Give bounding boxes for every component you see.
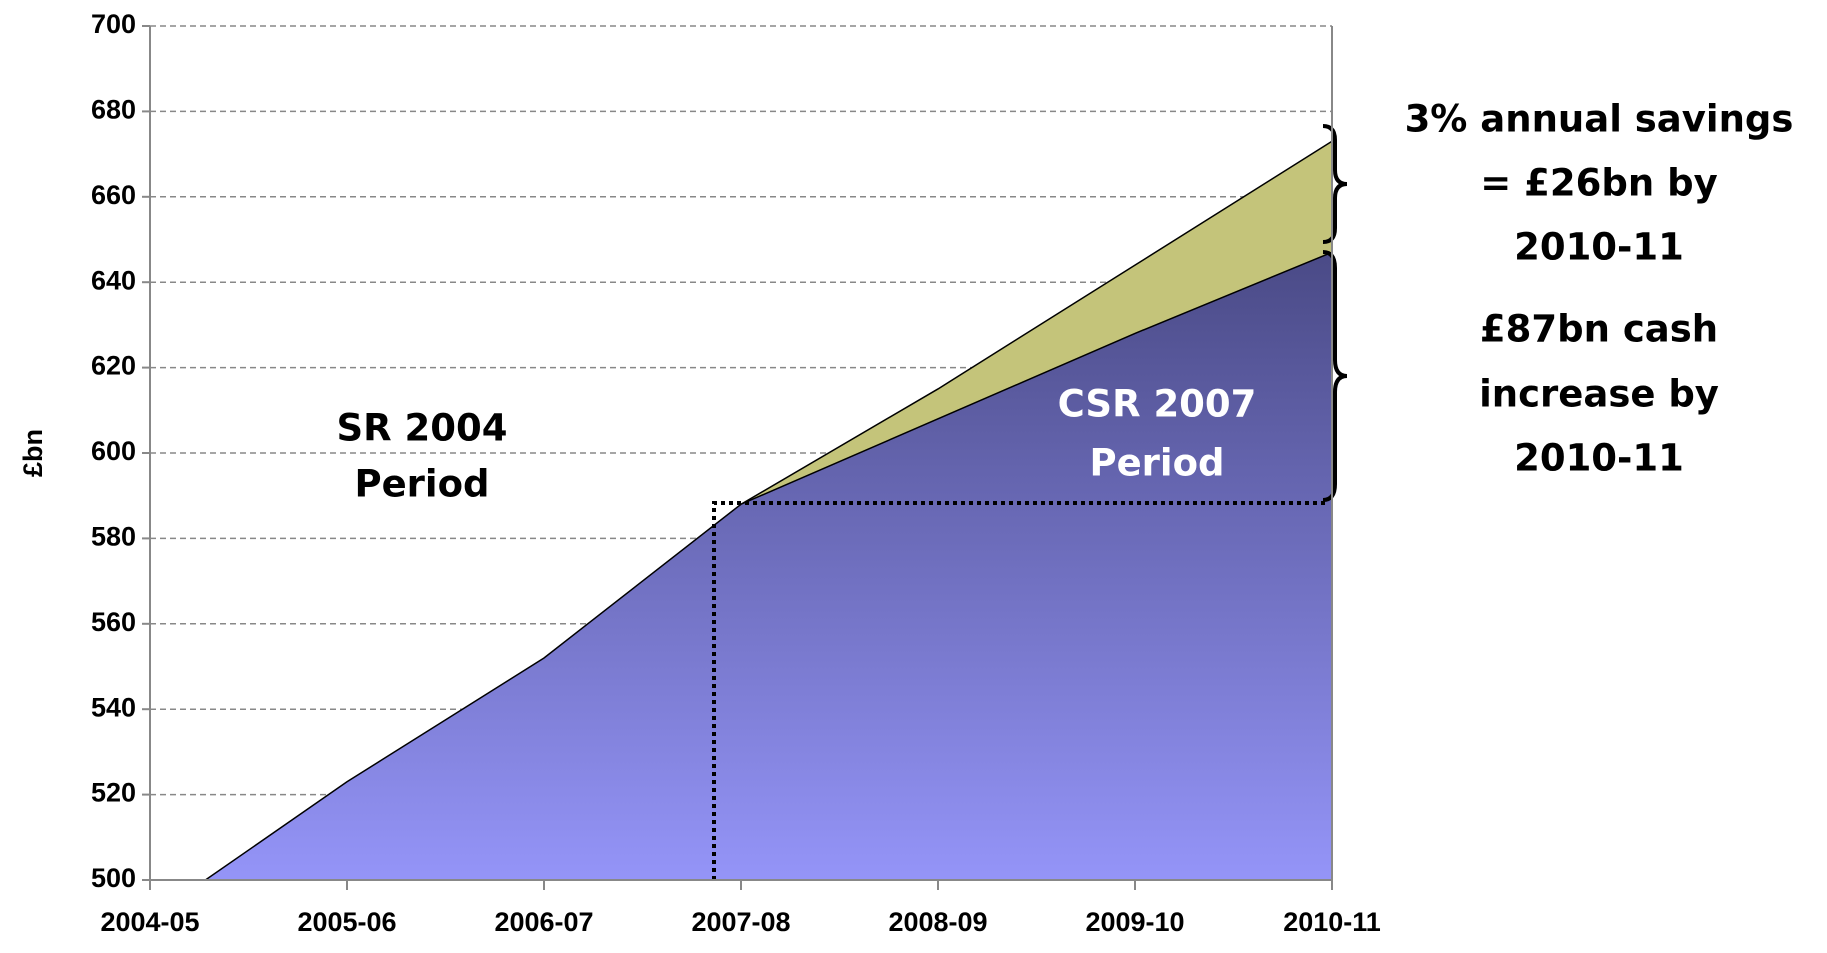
annotation: 3% annual savings — [1405, 98, 1794, 141]
x-tick-label: 2009-10 — [1085, 907, 1184, 937]
y-tick-label: 620 — [91, 351, 136, 381]
y-tick-label: 600 — [91, 436, 136, 466]
plot-area — [150, 140, 1332, 880]
x-tick-label: 2004-05 — [100, 907, 199, 937]
y-tick-label: 500 — [91, 863, 136, 893]
annotation: SR 2004 — [337, 407, 508, 450]
y-tick-label: 640 — [91, 265, 136, 295]
period-divider — [712, 501, 1329, 880]
y-axis-label: £bn — [18, 429, 48, 477]
annotation: Period — [1089, 442, 1224, 485]
annotation: = £26bn by — [1480, 162, 1717, 205]
x-tick-label: 2007-08 — [691, 907, 790, 937]
annotation: CSR 2007 — [1058, 383, 1257, 426]
y-tick-label: 680 — [91, 95, 136, 125]
annotation: Period — [354, 463, 489, 506]
y-tick-label: 580 — [91, 522, 136, 552]
annotation: increase by — [1479, 373, 1719, 416]
x-tick-label: 2010-11 — [1283, 907, 1381, 937]
y-tick-label: 540 — [91, 692, 136, 722]
x-tick-label: 2005-06 — [297, 907, 396, 937]
y-tick-label: 660 — [91, 180, 136, 210]
x-tick-label: 2008-09 — [888, 907, 987, 937]
x-tick-label: 2006-07 — [494, 907, 593, 937]
annotation: 2010-11 — [1514, 437, 1684, 480]
brace — [1322, 250, 1348, 502]
y-tick-label: 700 — [91, 9, 136, 39]
y-tick-label: 520 — [91, 778, 136, 808]
annotation: £87bn cash — [1480, 308, 1718, 351]
line — [740, 140, 1332, 505]
brace — [1322, 124, 1348, 244]
area — [150, 252, 1332, 880]
y-tick-label: 560 — [91, 607, 136, 637]
annotation: 2010-11 — [1514, 226, 1684, 269]
